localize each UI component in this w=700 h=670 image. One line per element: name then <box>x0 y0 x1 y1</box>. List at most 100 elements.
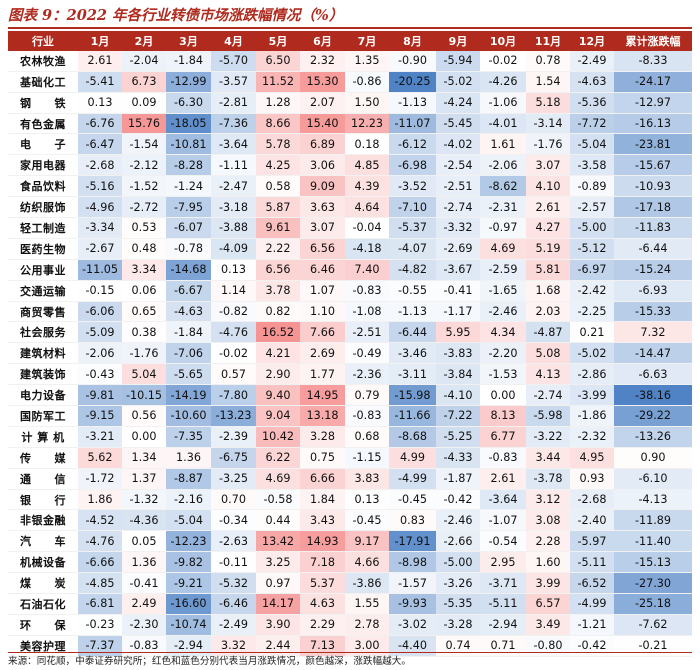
value-cell: -7.35 <box>166 426 211 448</box>
value-cell: -3.84 <box>436 363 480 386</box>
value-cell: 0.56 <box>122 405 166 427</box>
value-cell: -4.26 <box>480 71 526 93</box>
industry-cell: 石油石化 <box>8 593 78 615</box>
header-month: 6月 <box>300 31 345 51</box>
cumulative-cell: -12.97 <box>614 92 692 114</box>
value-cell: -3.88 <box>211 217 256 239</box>
table-row: 建筑材料 -2.06 -1.76 -7.06 -0.02 4.21 2.69 -0.49 -3.… <box>8 342 692 365</box>
value-cell: -4.63 <box>570 71 614 93</box>
value-cell: -9.82 <box>166 551 211 574</box>
value-cell: -2.30 <box>122 614 166 636</box>
value-cell: -5.70 <box>211 50 256 72</box>
value-cell: -3.67 <box>436 259 480 281</box>
value-cell: 3.06 <box>300 154 345 177</box>
value-cell: 6.56 <box>300 238 345 260</box>
value-cell: 7.40 <box>345 259 389 281</box>
value-cell: -5.45 <box>436 113 480 135</box>
value-cell: 11.52 <box>256 71 300 93</box>
value-cell: -1.76 <box>526 133 570 156</box>
value-cell: -3.02 <box>389 614 436 636</box>
header-month: 12月 <box>570 31 614 51</box>
value-cell: 7.66 <box>300 321 345 344</box>
value-cell: 1.37 <box>122 468 166 490</box>
value-cell: -0.11 <box>211 551 256 574</box>
value-cell: -10.15 <box>122 384 166 407</box>
value-cell: -5.00 <box>436 551 480 574</box>
value-cell: -10.81 <box>166 133 211 156</box>
value-cell: -4.85 <box>78 572 122 595</box>
value-cell: -9.15 <box>78 405 122 427</box>
value-cell: -0.45 <box>345 509 389 532</box>
cumulative-cell: -14.47 <box>614 342 692 365</box>
value-cell: -2.94 <box>480 614 526 636</box>
value-cell: -2.12 <box>122 154 166 177</box>
value-cell: 3.32 <box>211 635 256 657</box>
value-cell: -4.10 <box>436 384 480 407</box>
value-cell: -7.22 <box>436 405 480 427</box>
value-cell: 7.18 <box>300 551 345 574</box>
value-cell: 3.08 <box>526 509 570 532</box>
value-cell: -3.57 <box>211 71 256 93</box>
value-cell: -20.25 <box>389 71 436 93</box>
value-cell: 5.81 <box>526 259 570 281</box>
value-cell: -1.15 <box>345 447 389 469</box>
value-cell: -0.43 <box>78 363 122 386</box>
value-cell: -3.58 <box>570 154 614 177</box>
header-month: 10月 <box>480 31 526 51</box>
value-cell: 3.43 <box>300 509 345 532</box>
table-row: 汽 车 -4.76 0.05 -12.23 -2.63 13.42 14.93 9.17 -17… <box>8 530 692 553</box>
value-cell: 6.56 <box>256 259 300 281</box>
cumulative-cell: -27.30 <box>614 572 692 595</box>
value-cell: -0.54 <box>480 530 526 553</box>
value-cell: 0.71 <box>480 635 526 657</box>
table-row: 社会服务 -5.09 0.38 -1.84 -4.76 16.52 7.66 -2.51 -6.… <box>8 321 692 344</box>
header-month: 7月 <box>345 31 389 51</box>
value-cell: 2.61 <box>78 50 122 72</box>
cumulative-cell: -15.67 <box>614 154 692 177</box>
value-cell: -2.59 <box>480 259 526 281</box>
cumulative-cell: -15.24 <box>614 259 692 281</box>
value-cell: -11.07 <box>389 113 436 135</box>
table-body: 农林牧渔 2.61 -2.04 -1.84 -5.70 6.50 2.32 1.35 -0.90… <box>8 50 692 657</box>
header-month: 5月 <box>256 31 300 51</box>
industry-cell: 农林牧渔 <box>8 50 78 72</box>
industry-cell: 计 算 机 <box>8 426 78 448</box>
value-cell: -0.02 <box>480 50 526 72</box>
value-cell: -1.52 <box>122 175 166 198</box>
value-cell: 9.17 <box>345 530 389 553</box>
value-cell: -1.17 <box>436 301 480 323</box>
industry-cell: 医药生物 <box>8 238 78 260</box>
industry-cell: 煤 炭 <box>8 572 78 595</box>
header-month: 4月 <box>211 31 256 51</box>
value-cell: -2.51 <box>436 175 480 198</box>
value-cell: -2.68 <box>78 154 122 177</box>
value-cell: 1.07 <box>300 280 345 302</box>
value-cell: 1.10 <box>300 301 345 323</box>
value-cell: -16.60 <box>166 593 211 615</box>
value-cell: 5.19 <box>526 238 570 260</box>
value-cell: 0.44 <box>256 509 300 532</box>
cumulative-cell: 7.32 <box>614 321 692 344</box>
value-cell: -4.40 <box>389 635 436 657</box>
value-cell: -3.71 <box>480 572 526 595</box>
table-row: 煤 炭 -4.85 -0.41 -9.21 -5.32 0.97 5.37 -3.86 -1.5… <box>8 572 692 595</box>
value-cell: -5.02 <box>570 342 614 365</box>
value-cell: 4.39 <box>345 175 389 198</box>
value-cell: -6.44 <box>389 321 436 344</box>
value-cell: -0.45 <box>389 489 436 511</box>
value-cell: 10.42 <box>256 426 300 448</box>
value-cell: -3.99 <box>570 384 614 407</box>
value-cell: -1.72 <box>78 468 122 490</box>
value-cell: 6.66 <box>300 468 345 490</box>
industry-cell: 商贸零售 <box>8 301 78 323</box>
industry-cell: 国防军工 <box>8 405 78 427</box>
table-row: 轻工制造 -3.34 0.53 -6.07 -3.88 9.61 3.07 -0.04 -5.3… <box>8 217 692 239</box>
value-cell: -8.28 <box>166 154 211 177</box>
value-cell: -8.87 <box>166 468 211 490</box>
cumulative-cell: -25.18 <box>614 593 692 615</box>
cumulative-cell: -7.62 <box>614 614 692 636</box>
value-cell: -2.86 <box>570 363 614 386</box>
value-cell: -2.54 <box>436 154 480 177</box>
value-cell: -12.99 <box>166 71 211 93</box>
value-cell: -1.13 <box>389 301 436 323</box>
